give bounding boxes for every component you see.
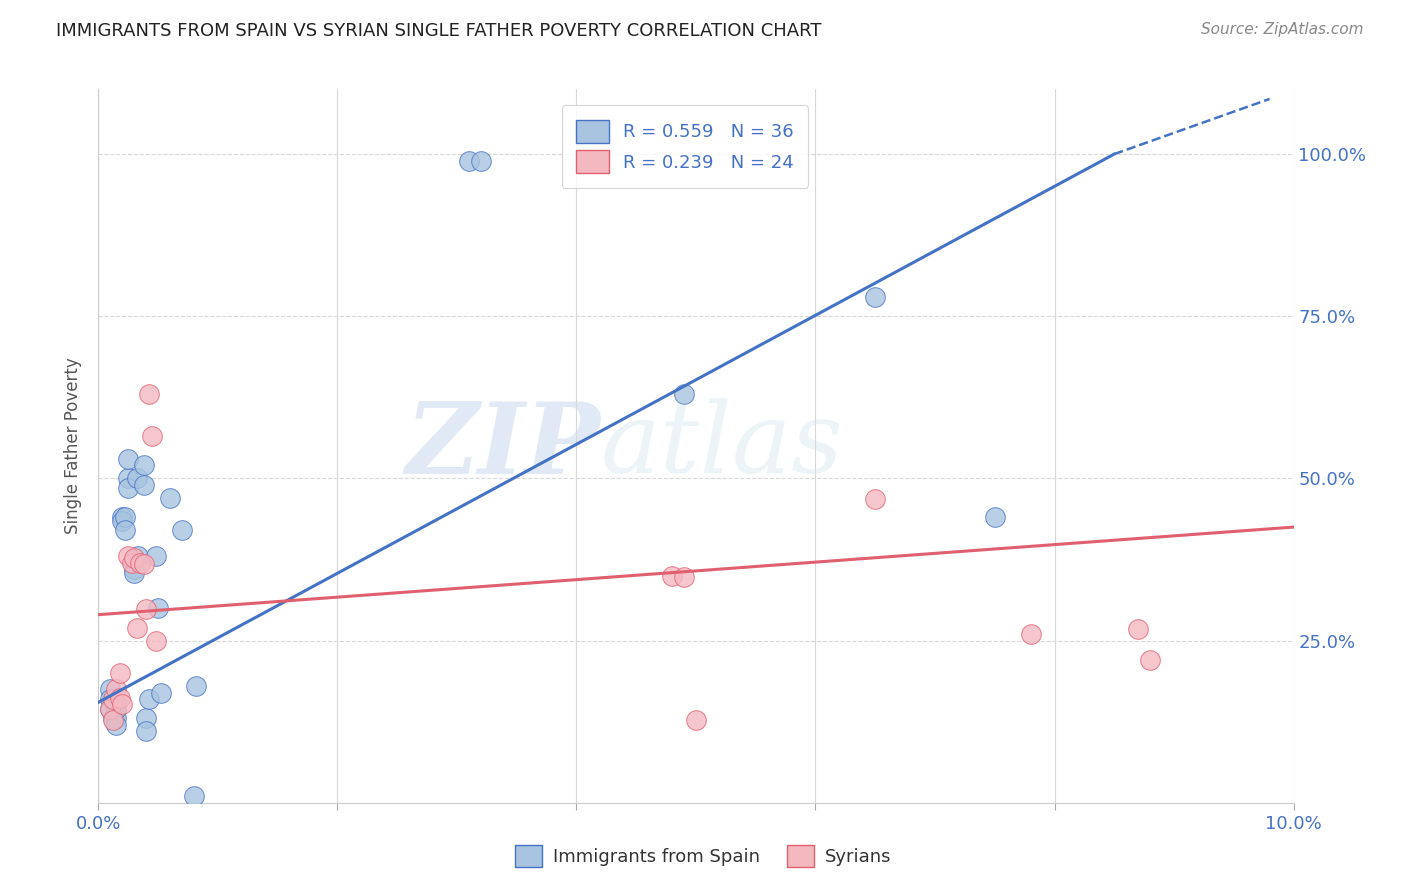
Point xyxy=(186,679,208,693)
Point xyxy=(114,510,136,524)
Point xyxy=(135,602,157,616)
Point xyxy=(673,570,696,584)
Point xyxy=(111,697,134,711)
Point xyxy=(114,524,136,538)
Point xyxy=(1019,627,1042,641)
Point xyxy=(100,702,122,716)
Point xyxy=(111,514,134,528)
Point xyxy=(984,510,1007,524)
Point xyxy=(673,387,696,401)
Point xyxy=(138,692,160,706)
Point xyxy=(117,481,139,495)
Legend: Immigrants from Spain, Syrians: Immigrants from Spain, Syrians xyxy=(508,838,898,874)
Point xyxy=(125,621,148,635)
Point xyxy=(124,562,146,576)
Point xyxy=(101,713,124,727)
Point xyxy=(105,682,128,697)
Point xyxy=(125,471,148,485)
Point xyxy=(135,711,157,725)
Text: atlas: atlas xyxy=(600,399,844,493)
Point xyxy=(865,290,887,304)
Point xyxy=(129,556,152,570)
Point xyxy=(100,682,122,697)
Point xyxy=(111,510,134,524)
Point xyxy=(1128,622,1150,636)
Text: IMMIGRANTS FROM SPAIN VS SYRIAN SINGLE FATHER POVERTY CORRELATION CHART: IMMIGRANTS FROM SPAIN VS SYRIAN SINGLE F… xyxy=(56,22,821,40)
Point xyxy=(135,724,157,739)
Point xyxy=(105,702,128,716)
Point xyxy=(1139,653,1161,667)
Point xyxy=(117,452,139,467)
Point xyxy=(159,491,181,505)
Point xyxy=(141,429,163,443)
Point xyxy=(105,695,128,709)
Point xyxy=(105,718,128,732)
Point xyxy=(145,549,167,564)
Point xyxy=(149,685,172,699)
Point xyxy=(127,549,149,564)
Point xyxy=(108,690,131,705)
Point xyxy=(132,478,155,492)
Legend: R = 0.559   N = 36, R = 0.239   N = 24: R = 0.559 N = 36, R = 0.239 N = 24 xyxy=(561,105,808,188)
Point xyxy=(124,566,146,580)
Point xyxy=(101,692,124,706)
Point xyxy=(105,711,128,725)
Point xyxy=(458,153,481,168)
Point xyxy=(145,633,167,648)
Point xyxy=(132,557,155,571)
Point xyxy=(100,692,122,706)
Text: Source: ZipAtlas.com: Source: ZipAtlas.com xyxy=(1201,22,1364,37)
Point xyxy=(183,789,205,804)
Point xyxy=(117,471,139,485)
Point xyxy=(108,666,131,681)
Point xyxy=(132,458,155,473)
Point xyxy=(661,568,683,582)
Point xyxy=(172,524,194,538)
Point xyxy=(121,556,143,570)
Point xyxy=(117,549,139,564)
Text: ZIP: ZIP xyxy=(405,398,600,494)
Y-axis label: Single Father Poverty: Single Father Poverty xyxy=(65,358,83,534)
Point xyxy=(148,601,170,615)
Point xyxy=(470,153,492,168)
Point xyxy=(100,702,122,716)
Point xyxy=(101,711,124,725)
Point xyxy=(685,713,707,727)
Point xyxy=(124,550,146,565)
Point xyxy=(865,492,887,507)
Point xyxy=(138,387,160,401)
